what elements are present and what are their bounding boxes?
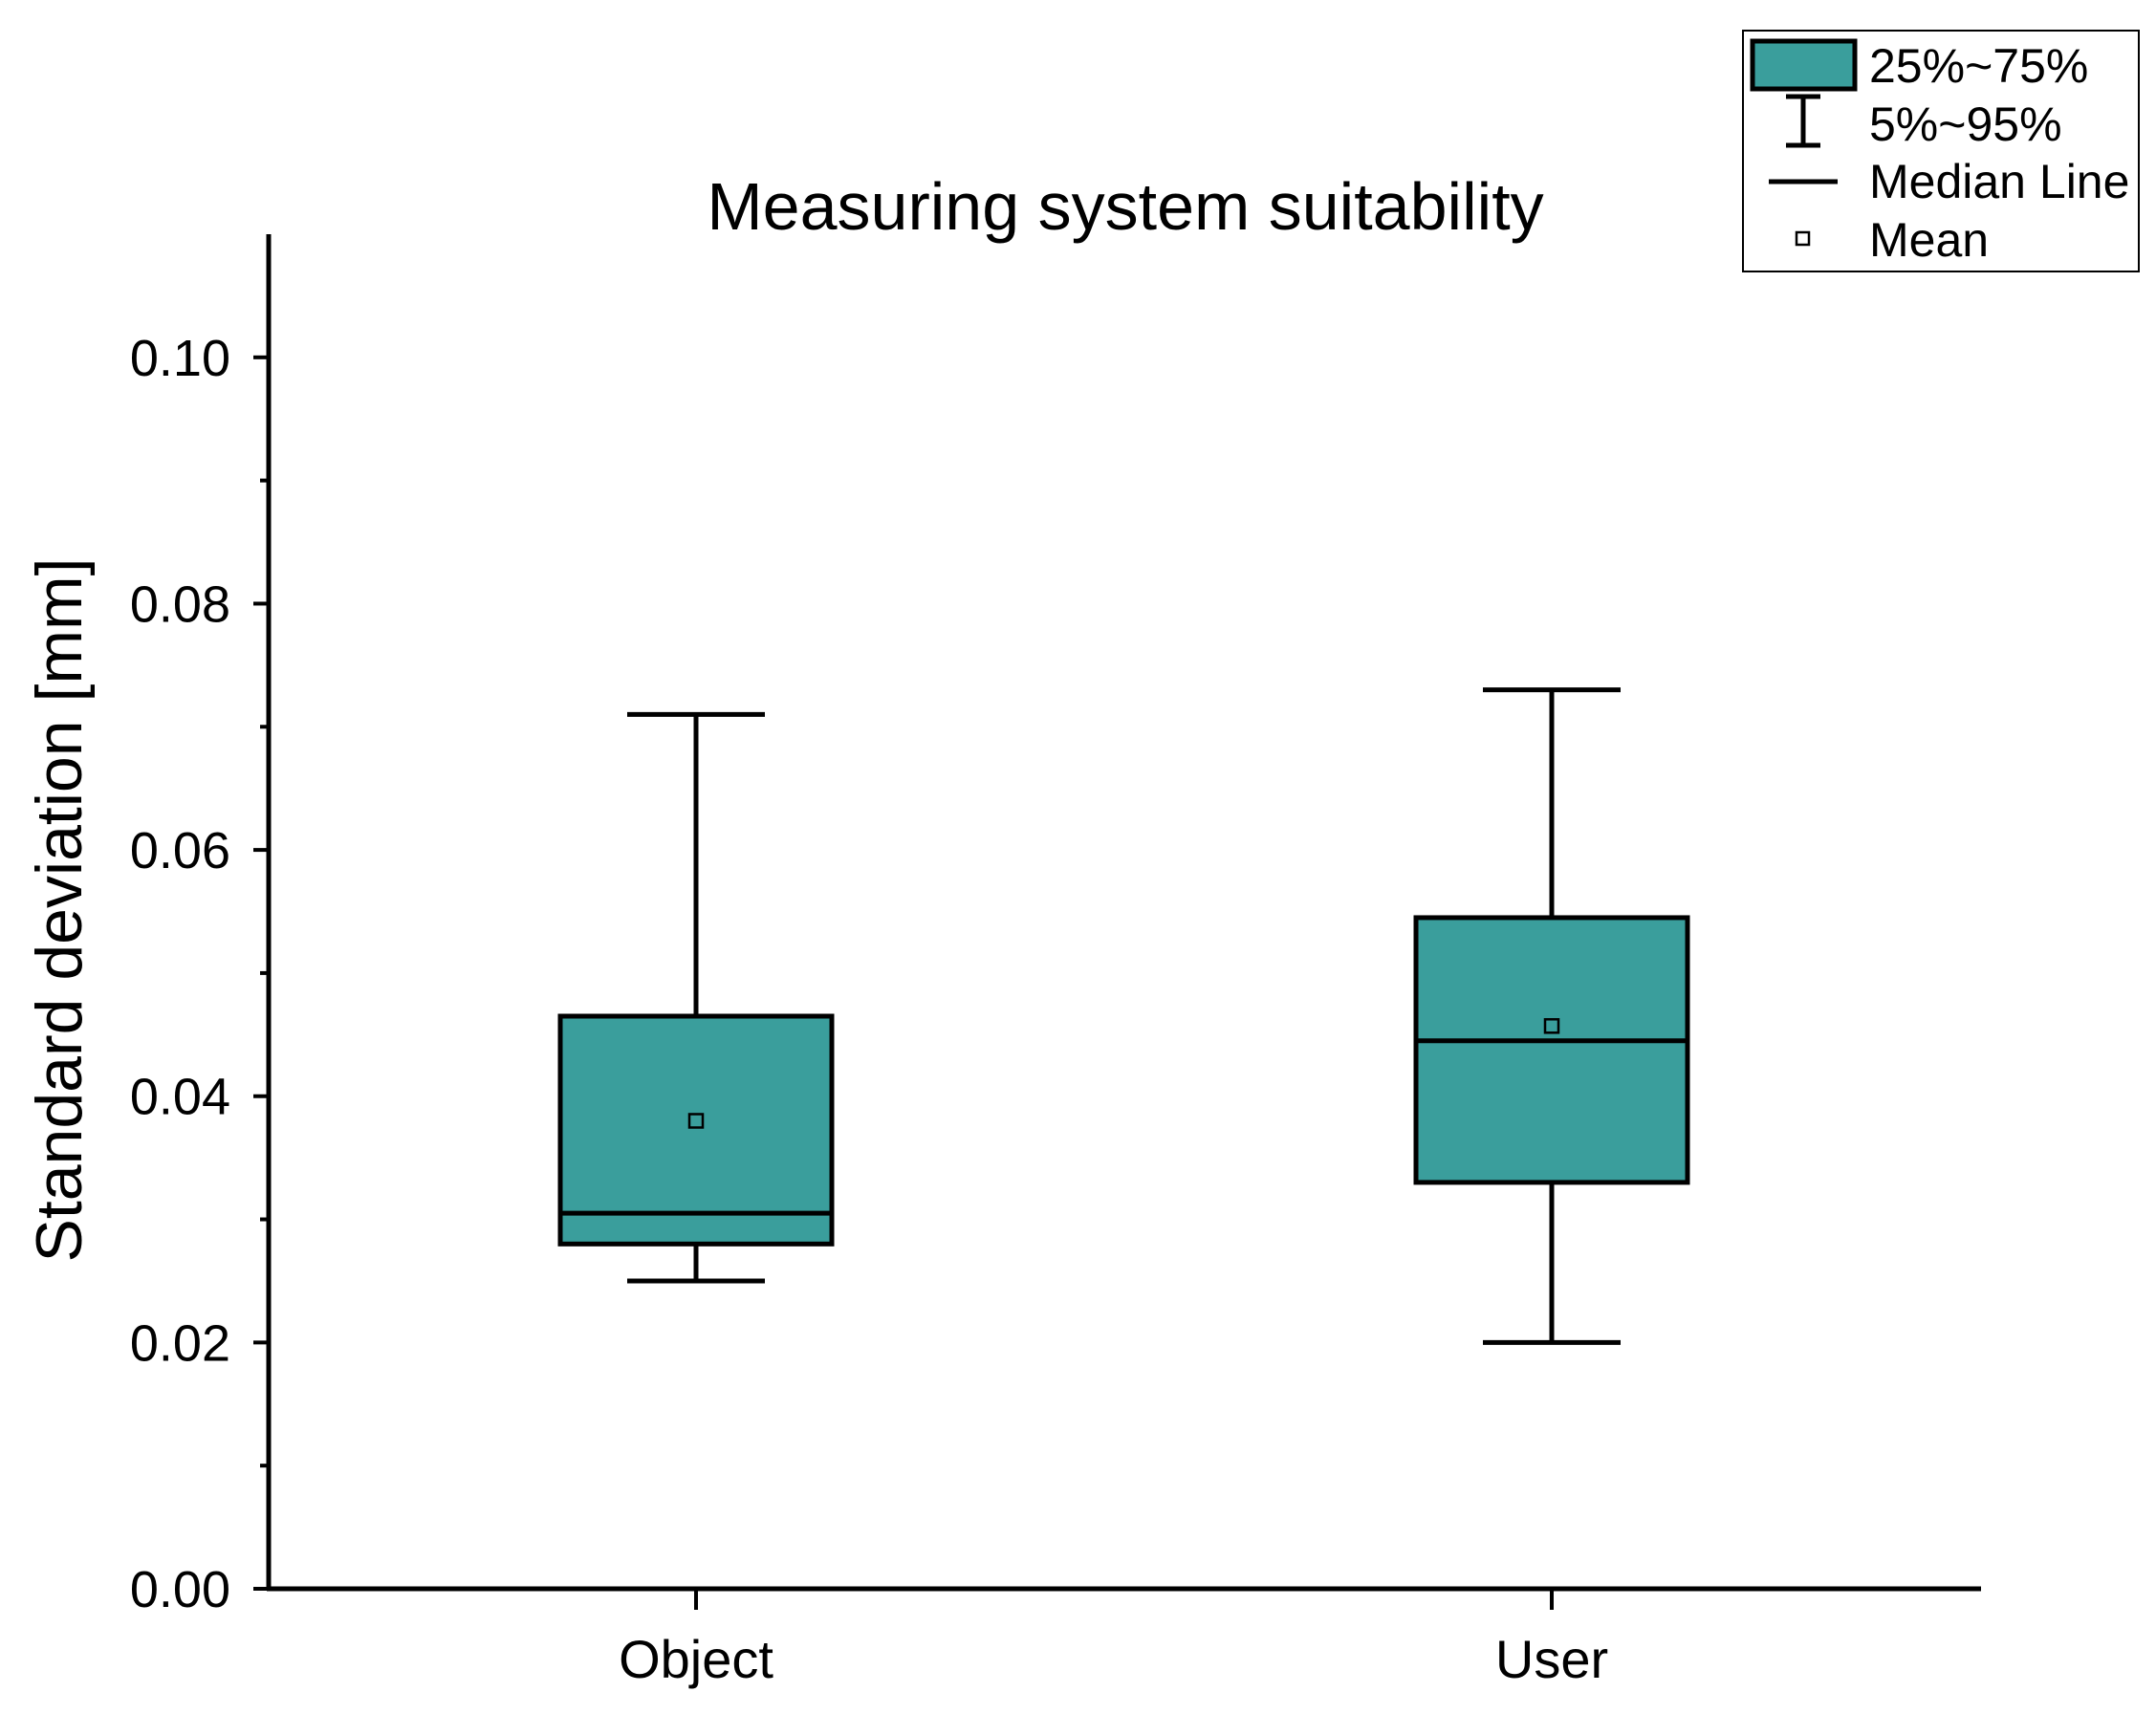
y-tick-label: 0.08 bbox=[130, 575, 230, 633]
box-user bbox=[1413, 687, 1690, 1345]
legend: 25%~75% 5%~95% Median Line Mean bbox=[1742, 30, 2140, 272]
x-tick-label: User bbox=[1495, 1629, 1608, 1689]
box-object bbox=[557, 711, 835, 1284]
iqr-box bbox=[557, 1013, 835, 1247]
y-tick-label: 0.04 bbox=[130, 1069, 230, 1126]
legend-label-median: Median Line bbox=[1869, 155, 2129, 208]
axes bbox=[266, 234, 1981, 1592]
legend-box-swatch bbox=[1750, 38, 1858, 92]
legend-label-whisker: 5%~95% bbox=[1869, 98, 2062, 151]
x-tick-label: Object bbox=[619, 1629, 773, 1689]
boxes bbox=[557, 687, 1690, 1345]
chart-title: Measuring system suitability bbox=[707, 169, 1543, 244]
mean-marker bbox=[1543, 1018, 1560, 1034]
legend-whisker-swatch bbox=[1786, 94, 1820, 148]
legend-label-iqr: 25%~75% bbox=[1869, 39, 2088, 93]
y-ticks: 0.00 0.02 0.04 0.06 0.08 0.10 bbox=[130, 330, 269, 1618]
y-tick-label: 0.02 bbox=[130, 1314, 230, 1372]
legend-label-mean: Mean bbox=[1869, 213, 1989, 267]
x-ticks: Object User bbox=[619, 1589, 1608, 1689]
y-axis-label: Standard deviation [mm] bbox=[23, 557, 96, 1262]
y-tick-label: 0.10 bbox=[130, 330, 230, 387]
mean-marker bbox=[687, 1113, 705, 1129]
iqr-box bbox=[1413, 915, 1690, 1185]
y-tick-label: 0.00 bbox=[130, 1561, 230, 1618]
y-tick-label: 0.06 bbox=[130, 822, 230, 879]
legend-mean-swatch bbox=[1795, 230, 1811, 247]
